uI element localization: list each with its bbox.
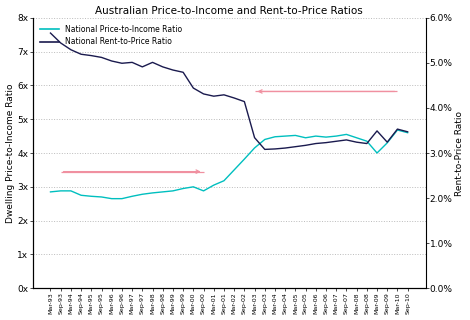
Legend: National Price-to-Income Ratio, National Rent-to-Price Ratio: National Price-to-Income Ratio, National… xyxy=(37,21,185,50)
Y-axis label: Rent-to-Price Ratio: Rent-to-Price Ratio xyxy=(455,110,464,196)
Title: Australian Price-to-Income and Rent-to-Price Ratios: Australian Price-to-Income and Rent-to-P… xyxy=(95,5,363,16)
Y-axis label: Dwelling Price-to-Income Ratio: Dwelling Price-to-Income Ratio xyxy=(6,83,15,223)
